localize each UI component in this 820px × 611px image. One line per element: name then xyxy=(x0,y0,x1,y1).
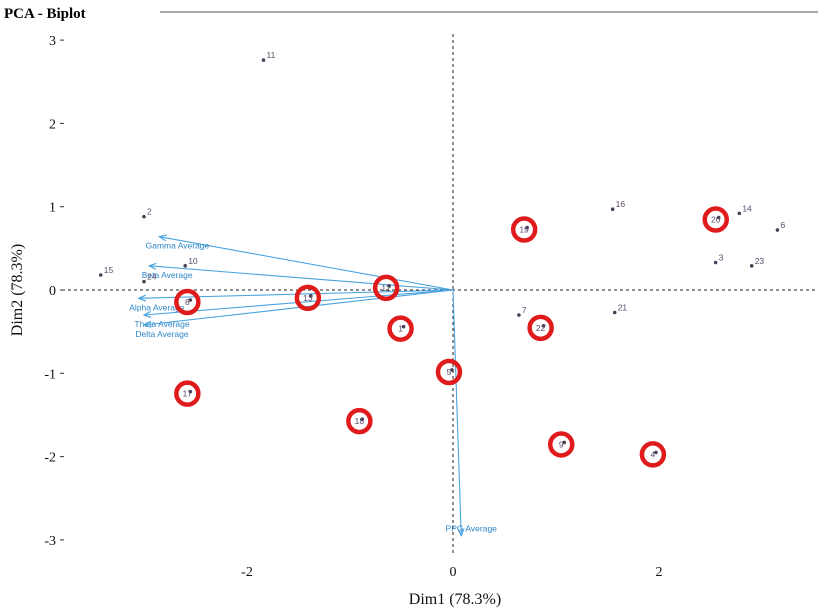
y-tick-label: 3 xyxy=(49,34,56,49)
point-label: 18 xyxy=(355,416,365,426)
highlight-ring xyxy=(174,380,201,407)
data-point xyxy=(610,207,615,211)
highlight-ring xyxy=(527,314,554,342)
point-label: 11 xyxy=(266,50,275,60)
data-point xyxy=(716,215,721,220)
data-point xyxy=(749,264,754,268)
data-point xyxy=(541,324,546,328)
point-label: 9 xyxy=(559,439,564,449)
data-point xyxy=(360,417,365,421)
highlight-ring xyxy=(387,315,414,342)
point-label: 19 xyxy=(519,225,529,235)
variable-arrows: Gamma Average Beta Average Alpha Average Th… xyxy=(129,237,497,536)
highlight-ring xyxy=(510,216,538,243)
point-label: 20 xyxy=(711,215,721,225)
y-tick-label: -3 xyxy=(44,534,56,549)
data-point xyxy=(387,284,391,288)
highlight-ring xyxy=(346,407,373,435)
point-label: 2 xyxy=(147,207,152,217)
variable-label: Alpha Average xyxy=(129,302,184,312)
x-tick-label: 2 xyxy=(656,565,663,580)
data-point xyxy=(525,225,529,230)
highlight-ring xyxy=(702,206,729,233)
variable-label: Gamma Average xyxy=(146,241,210,251)
y-tick-label: 1 xyxy=(49,201,56,216)
variable-label: Beta Average xyxy=(142,270,193,280)
point-label: 3 xyxy=(719,253,724,263)
variable-arrow xyxy=(149,266,454,291)
variable-label: Theta Average xyxy=(134,319,189,329)
y-axis-ticks: 3 2 1 0 -1 -2 -3 xyxy=(44,34,64,549)
data-point xyxy=(775,228,780,232)
point-label: 6 xyxy=(780,220,785,230)
highlight-ring xyxy=(435,358,463,386)
highlight-ring xyxy=(639,441,667,468)
data-point xyxy=(654,450,658,455)
point-label: 17 xyxy=(183,389,193,399)
data-point xyxy=(142,214,146,219)
variable-label: Delta Average xyxy=(135,329,189,339)
variable-arrow xyxy=(452,289,461,536)
chart-title: PCA - Biplot xyxy=(4,6,86,22)
data-point xyxy=(309,294,313,298)
point-label: 15 xyxy=(104,265,114,275)
data-point xyxy=(261,58,266,62)
data-point xyxy=(450,368,454,372)
point-label: 16 xyxy=(616,199,626,209)
point-label: 5 xyxy=(447,367,452,377)
x-tick-label: 0 xyxy=(450,565,457,580)
data-point xyxy=(142,279,146,284)
variable-label: PPG Average xyxy=(446,524,498,534)
point-label: 1 xyxy=(398,324,403,334)
y-tick-label: 0 xyxy=(49,284,56,299)
point-label: 24 xyxy=(147,272,157,282)
data-point xyxy=(562,440,567,445)
point-label: 12 xyxy=(381,283,391,293)
point-label: 7 xyxy=(522,305,527,315)
x-tick-label: -2 xyxy=(241,565,253,580)
point-label: 10 xyxy=(188,256,198,266)
highlight-ring xyxy=(372,274,400,302)
y-tick-label: -1 xyxy=(44,367,56,382)
point-label: 13 xyxy=(303,293,313,303)
data-point xyxy=(188,298,193,302)
y-tick-label: 2 xyxy=(49,117,56,132)
point-label: 8 xyxy=(185,297,190,307)
highlight-ring xyxy=(294,284,322,312)
data-point xyxy=(183,264,187,268)
data-points: 11 2 10 15 24 8 13 12 1 17 18 5 19 7 22 16 21 9 4 20 14 6 3 23 xyxy=(98,50,785,468)
point-label: 23 xyxy=(755,256,765,266)
point-label: 21 xyxy=(618,302,628,312)
data-point xyxy=(401,324,406,329)
highlight-ring xyxy=(547,431,575,458)
x-axis-ticks: -2 0 2 xyxy=(241,565,662,580)
data-point xyxy=(713,260,718,265)
highlight-ring xyxy=(174,288,201,316)
data-point xyxy=(188,389,193,394)
x-axis-title: Dim1 (78.3%) xyxy=(409,591,501,608)
data-point xyxy=(98,273,103,277)
data-point xyxy=(737,211,742,216)
data-point xyxy=(517,313,521,317)
variable-arrow xyxy=(159,237,454,291)
point-label: 14 xyxy=(742,203,752,213)
point-label: 22 xyxy=(536,323,546,333)
y-axis-title: Dim2 (78.3%) xyxy=(9,244,26,336)
data-point xyxy=(612,310,617,315)
y-tick-label: -2 xyxy=(44,451,56,466)
point-label: 4 xyxy=(651,449,656,459)
variable-arrow xyxy=(144,289,454,325)
